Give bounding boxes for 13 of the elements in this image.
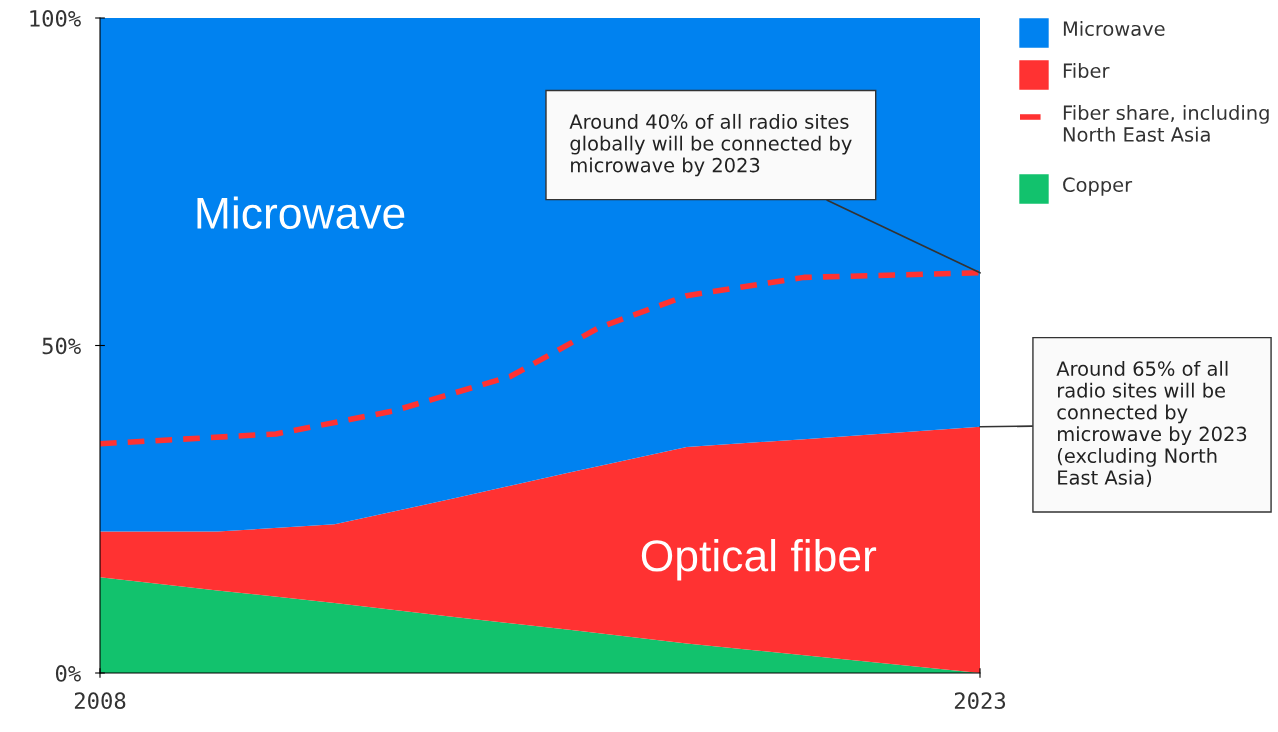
annotation: Around 40% of all radio sites globally will be connected by microwave by 2023 bbox=[569, 113, 852, 177]
annotation: Optical fiber bbox=[641, 538, 877, 581]
legend-label: Fiber share, including North East Asia bbox=[1063, 105, 1269, 142]
y-tick-label: 0% bbox=[55, 665, 81, 682]
x-tick-label: 2023 bbox=[954, 692, 1006, 710]
x-tick-label: 2008 bbox=[74, 692, 126, 710]
legend-label: Microwave bbox=[1063, 21, 1165, 37]
y-tick-label: 50% bbox=[42, 337, 81, 355]
legend-label: Copper bbox=[1063, 177, 1133, 196]
annotation: Microwave bbox=[197, 196, 405, 230]
y-tick-label: 100% bbox=[30, 10, 81, 27]
annotation: Around 65% of all radio sites will be connected by microwave by 2023 (excluding North East Asia) bbox=[1056, 360, 1247, 488]
legend-label: Fiber bbox=[1063, 63, 1110, 79]
